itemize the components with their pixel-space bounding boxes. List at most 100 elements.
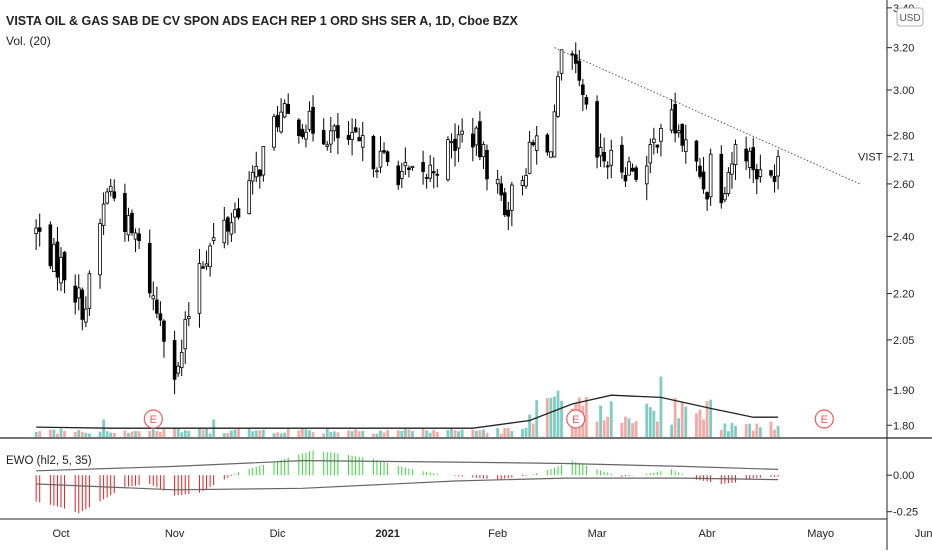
candle-body bbox=[481, 143, 486, 157]
candle-body bbox=[676, 130, 681, 134]
volume-bar bbox=[432, 429, 436, 437]
candle-body bbox=[577, 60, 582, 81]
candle-body bbox=[758, 169, 763, 177]
price-tick-label: 3.20 bbox=[893, 43, 914, 55]
volume-bar bbox=[127, 432, 130, 437]
candle-body bbox=[534, 135, 539, 151]
volume-bar bbox=[730, 422, 734, 437]
volume-bar bbox=[474, 431, 478, 437]
volume-ma bbox=[36, 394, 779, 429]
volume-bar bbox=[460, 429, 464, 437]
candle-body bbox=[684, 139, 688, 152]
volume-bar bbox=[670, 424, 673, 437]
volume-bar bbox=[233, 429, 237, 437]
candle-body bbox=[48, 224, 53, 267]
volume-bar bbox=[205, 428, 208, 437]
volume-bar bbox=[173, 427, 176, 437]
candle-body bbox=[282, 103, 287, 118]
candle-body bbox=[357, 137, 361, 142]
earnings-circle bbox=[566, 409, 586, 429]
candle-body bbox=[428, 164, 432, 179]
candle-body bbox=[37, 227, 42, 232]
candle-body bbox=[474, 127, 479, 146]
candle-body bbox=[634, 167, 638, 180]
currency-badge[interactable]: USD bbox=[896, 7, 924, 27]
volume-bar bbox=[180, 432, 184, 437]
volume-bar bbox=[375, 433, 379, 437]
volume-bar bbox=[528, 414, 531, 437]
candle-body bbox=[403, 162, 408, 167]
candle-body bbox=[769, 170, 773, 176]
volume-bar bbox=[286, 428, 290, 437]
volume-bar bbox=[226, 433, 230, 437]
candle-body bbox=[133, 232, 138, 240]
candle-body bbox=[407, 167, 411, 170]
candle-body bbox=[80, 289, 85, 320]
candle-body bbox=[84, 308, 88, 323]
candle-body bbox=[755, 169, 759, 180]
candle-body bbox=[126, 215, 131, 236]
volume-bar bbox=[769, 421, 773, 437]
chart-title: VISTA OIL & GAS SAB DE CV SPON ADS EACH … bbox=[6, 14, 519, 28]
volume-bar bbox=[183, 430, 187, 437]
volume-bar bbox=[634, 421, 638, 437]
candle-body bbox=[179, 352, 184, 369]
volume-bar bbox=[347, 430, 350, 437]
candle-body bbox=[435, 173, 440, 176]
volume-bar bbox=[506, 428, 510, 437]
candle-body bbox=[353, 127, 358, 133]
volume-bar bbox=[776, 425, 780, 437]
price-tick-label: 2.05 bbox=[893, 335, 914, 347]
candle-body bbox=[776, 156, 780, 177]
volume-bar bbox=[151, 429, 155, 437]
volume-bar bbox=[48, 429, 52, 437]
candle-body bbox=[229, 222, 234, 235]
candle-body bbox=[726, 172, 731, 195]
time-label: Abr bbox=[699, 528, 716, 540]
candle-body bbox=[630, 167, 635, 172]
candle-body bbox=[162, 320, 166, 342]
candle-body bbox=[399, 171, 404, 179]
candle-body bbox=[183, 319, 188, 350]
candle-body bbox=[236, 208, 241, 218]
volume-bar bbox=[599, 405, 602, 437]
volume-bar bbox=[400, 431, 404, 437]
volume-bar bbox=[329, 431, 333, 437]
candle-body bbox=[559, 49, 564, 74]
candle-body bbox=[424, 177, 429, 179]
time-label: Nov bbox=[165, 528, 185, 540]
price-tick-label: 1.90 bbox=[893, 385, 914, 397]
price-tick-label: 2.40 bbox=[893, 231, 914, 243]
volume-bar bbox=[336, 432, 340, 437]
candle-body bbox=[279, 111, 283, 133]
earnings-letter: E bbox=[572, 414, 579, 426]
candle-body bbox=[701, 171, 706, 190]
volume-bar bbox=[105, 431, 109, 437]
candle-body bbox=[385, 151, 390, 162]
volume-bar bbox=[304, 429, 308, 437]
candle-body bbox=[552, 111, 557, 158]
candle-body bbox=[627, 161, 631, 176]
volume-bar bbox=[695, 413, 698, 437]
candle-body bbox=[328, 130, 333, 145]
volume-bar bbox=[677, 418, 681, 437]
earnings-marker: E bbox=[566, 409, 586, 429]
volume-bar bbox=[325, 428, 329, 437]
candle-body bbox=[744, 148, 748, 162]
volume-bar bbox=[531, 423, 535, 437]
candle-body bbox=[747, 150, 752, 168]
candle-body bbox=[257, 169, 262, 177]
candle-body bbox=[350, 132, 354, 140]
volume-bar bbox=[88, 433, 91, 437]
candle-body bbox=[673, 104, 677, 134]
volume-bar bbox=[251, 431, 255, 437]
candle-body bbox=[297, 119, 301, 136]
candle-body bbox=[605, 165, 610, 168]
volume-bar bbox=[751, 430, 755, 437]
candle-body bbox=[286, 104, 290, 114]
candle-body bbox=[609, 149, 614, 166]
candle-body bbox=[336, 125, 340, 139]
